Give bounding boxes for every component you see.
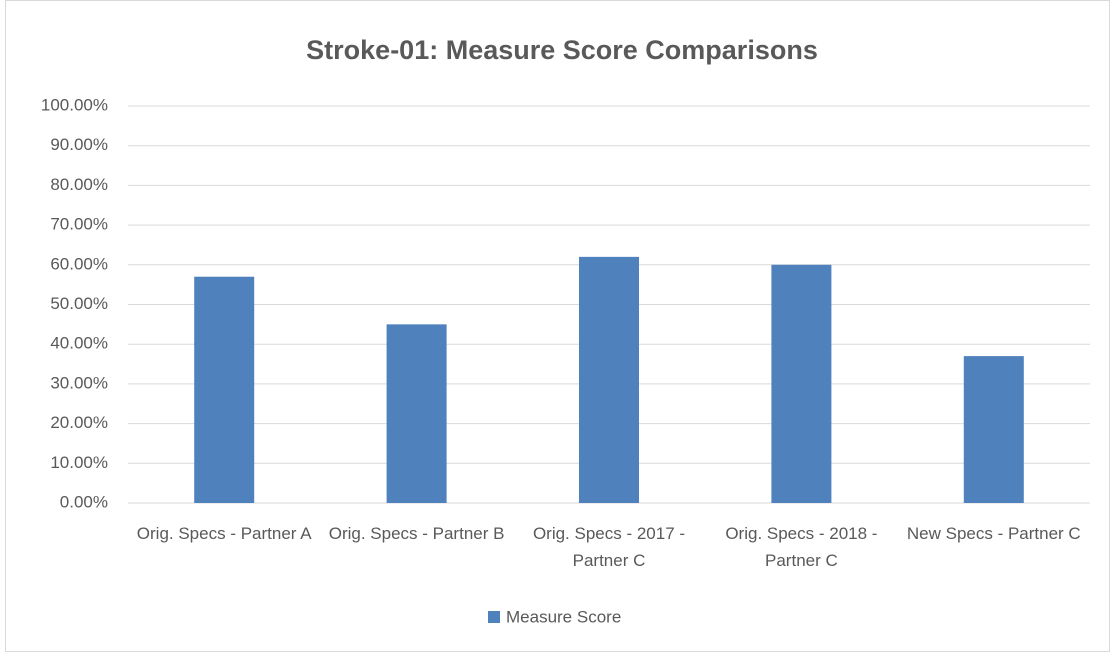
y-tick-label: 70.00% (50, 215, 108, 234)
x-tick-label: New Specs - Partner C (906, 524, 1081, 543)
y-tick-label: 100.00% (41, 95, 108, 114)
y-tick-label: 80.00% (50, 175, 108, 194)
x-tick-label: Orig. Specs - 2017 - Partner C (532, 524, 686, 570)
bar (194, 276, 255, 503)
legend-label: Measure Score (506, 607, 621, 626)
y-tick-label: 50.00% (50, 294, 108, 313)
x-tick-label: Orig. Specs - Partner B (328, 524, 505, 543)
bar (771, 264, 832, 503)
y-tick-label: 20.00% (50, 413, 108, 432)
bar (386, 324, 447, 503)
y-tick-label: 40.00% (50, 334, 108, 353)
chart-title: Stroke-01: Measure Score Comparisons (306, 35, 818, 65)
x-tick-label: Orig. Specs - 2018 - Partner C (725, 524, 878, 570)
bar (963, 356, 1024, 503)
x-tick-label: Orig. Specs - Partner A (136, 524, 312, 543)
y-tick-label: 30.00% (50, 373, 108, 392)
chart-frame (5, 0, 1110, 652)
legend-swatch (488, 611, 500, 623)
y-tick-label: 0.00% (60, 492, 108, 511)
y-tick-label: 60.00% (50, 254, 108, 273)
bar (579, 256, 639, 503)
y-tick-label: 90.00% (50, 135, 108, 154)
y-tick-label: 10.00% (50, 453, 108, 472)
